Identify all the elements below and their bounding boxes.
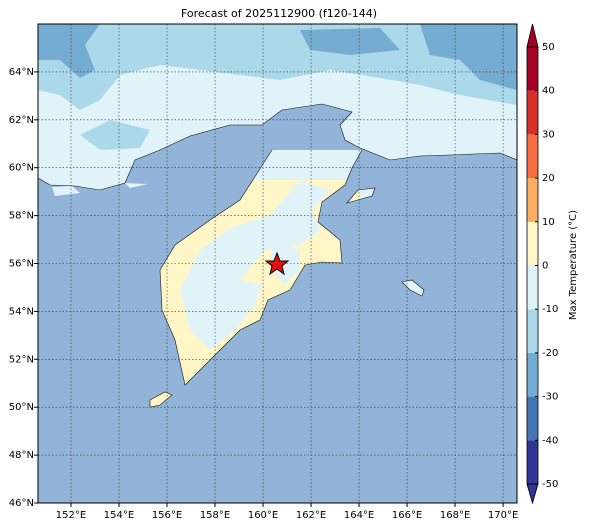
- colorbar-tick-label: 20: [542, 173, 555, 184]
- colorbar-band: [527, 352, 538, 397]
- colorbar-band: [527, 440, 538, 484]
- colorbar-band: [527, 90, 538, 135]
- graticule: [38, 24, 517, 503]
- y-tick-label: 62°N: [9, 115, 34, 126]
- y-tick-label: 56°N: [9, 259, 34, 270]
- map-title: Forecast of 2025112900 (f120-144): [181, 7, 377, 20]
- x-tick-label: 154°E: [104, 510, 134, 521]
- x-tick-label: 160°E: [248, 510, 278, 521]
- colorbar-extend: [526, 23, 539, 48]
- colorbar-band: [527, 178, 538, 222]
- y-tick-label: 50°N: [9, 402, 34, 413]
- colorbar-band: [527, 265, 538, 310]
- contour-band: [38, 24, 517, 110]
- colorbar-tick-label: 10: [542, 217, 555, 228]
- location-marker: [264, 251, 290, 276]
- x-tick-label: 166°E: [392, 510, 422, 521]
- contour-band: [180, 180, 330, 350]
- colorbar-tick-label: -20: [542, 348, 558, 359]
- contour-band: [80, 120, 150, 150]
- colorbar: -50 -40 -30 -20 -10 0 10 20 30 40 50: [526, 23, 558, 505]
- colorbar-band: [527, 47, 538, 91]
- colorbar-band: [527, 309, 538, 353]
- y-tick-label: 58°N: [9, 211, 34, 222]
- y-tick-label: 52°N: [9, 354, 34, 365]
- colorbar-tick-label: -40: [542, 435, 558, 446]
- x-tick-label: 158°E: [200, 510, 230, 521]
- x-tick-label: 152°E: [56, 510, 86, 521]
- colorbar-tick-label: 30: [542, 129, 555, 140]
- y-tick-label: 48°N: [9, 450, 34, 461]
- colorbar-tick-label: -30: [542, 392, 558, 403]
- x-tick-label: 170°E: [488, 510, 518, 521]
- colorbar-tick-label: 50: [542, 42, 555, 53]
- colorbar-extend: [526, 483, 539, 505]
- colorbar-band: [527, 221, 538, 266]
- y-tick-label: 46°N: [9, 498, 34, 509]
- y-tick-label: 64°N: [9, 67, 34, 78]
- x-tick-label: 164°E: [344, 510, 374, 521]
- map-body: [38, 24, 517, 503]
- colorbar-band: [527, 396, 538, 441]
- x-tick-label: 162°E: [296, 510, 326, 521]
- colorbar-label: Max Temperature (°C): [568, 210, 579, 320]
- x-tick-label: 156°E: [152, 510, 182, 521]
- x-tick-label: 168°E: [440, 510, 470, 521]
- colorbar-tick-label: 0: [542, 261, 548, 272]
- colorbar-tick-label: 40: [542, 86, 555, 97]
- y-tick-label: 54°N: [9, 306, 34, 317]
- colorbar-tick-label: -10: [542, 304, 558, 315]
- y-tick-label: 60°N: [9, 163, 34, 174]
- colorbar-tick-label: -50: [542, 479, 558, 490]
- colorbar-band: [527, 134, 538, 179]
- contour-band: [38, 24, 517, 90]
